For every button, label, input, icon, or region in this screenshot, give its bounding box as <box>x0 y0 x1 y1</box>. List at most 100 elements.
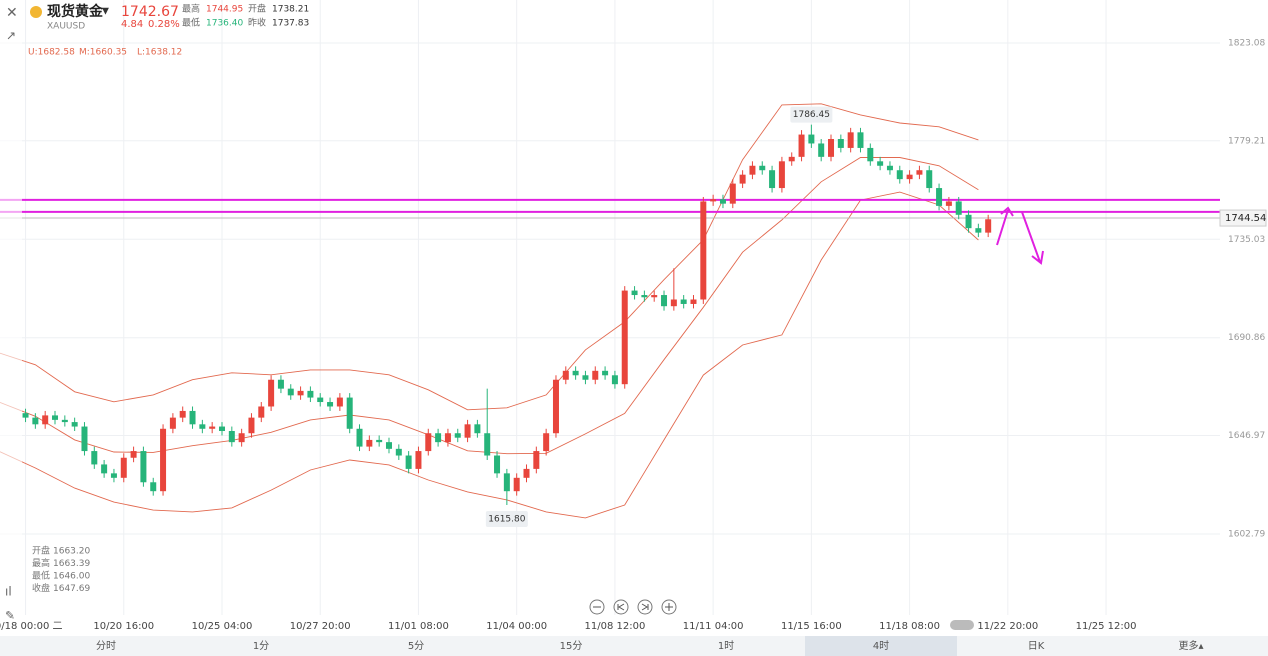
candle-body <box>91 451 98 465</box>
pen-icon[interactable]: ✎ <box>5 609 15 623</box>
candle-body <box>395 448 402 456</box>
dropdown-caret[interactable]: ▼ <box>102 7 109 17</box>
candle-body <box>169 417 176 429</box>
tab[interactable]: 日K <box>1028 641 1045 652</box>
arrow-up <box>996 206 1014 246</box>
tab[interactable]: 1时 <box>718 640 734 652</box>
candle-body <box>444 433 451 443</box>
candle-body <box>140 451 147 483</box>
candle-body <box>936 188 943 206</box>
candle-body <box>484 433 491 456</box>
extreme-label: 1786.45 <box>793 110 830 120</box>
candle-body <box>513 477 520 492</box>
y-tick-label: 1823.08 <box>1228 38 1265 48</box>
y-tick-label: 1735.03 <box>1228 235 1265 245</box>
y-tick-label: 1779.21 <box>1228 136 1265 146</box>
candle-body <box>376 439 383 443</box>
candle-body <box>788 156 795 162</box>
extreme-box <box>790 106 833 123</box>
candle-body <box>238 433 245 443</box>
x-axis: 10/18 00:00 二 10/20 16:00 10/25 04:00 10/27… <box>0 621 1136 632</box>
stat-label: 最低 <box>182 17 200 29</box>
candle-body <box>572 370 579 376</box>
candle-body <box>425 433 432 452</box>
gold-icon <box>30 6 42 18</box>
candle-body <box>818 143 825 157</box>
candle-body <box>847 132 854 148</box>
tab[interactable]: 1分 <box>253 640 269 652</box>
tab[interactable]: 4时 <box>873 640 889 652</box>
arrow-down <box>1021 211 1044 265</box>
band-legend: U:1682.58 <box>28 48 75 58</box>
candle-body <box>405 455 412 469</box>
band-legend: M:1660.35 <box>79 48 127 58</box>
candle-body <box>828 139 835 157</box>
candle-body <box>562 370 569 380</box>
candle-body <box>130 451 137 458</box>
candle-body <box>808 134 815 144</box>
left-toolbar <box>0 0 22 656</box>
candle-body <box>110 473 117 478</box>
candle-body <box>454 433 461 438</box>
x-tick-label: 10/27 20:00 <box>290 621 351 632</box>
candle-body <box>877 161 884 166</box>
candle-body <box>287 388 294 396</box>
candle-body <box>268 379 275 407</box>
candle-body <box>739 174 746 184</box>
stat-label: 开盘 <box>248 3 266 15</box>
stat-value: 1744.95 <box>206 5 243 15</box>
tab[interactable]: 15分 <box>560 640 583 652</box>
price: 1742.67 <box>121 4 179 20</box>
ohlc-value: 1663.20 <box>53 547 90 557</box>
candle-body <box>700 201 707 300</box>
x-tick-label: 10/18 00:00 二 <box>0 621 63 632</box>
candle-body <box>965 214 972 229</box>
candle-body <box>435 433 442 443</box>
candle-body <box>729 183 736 204</box>
ohlc-value: 1646.00 <box>53 572 90 582</box>
tab-bar <box>0 636 1268 656</box>
candle-body <box>101 464 108 474</box>
candle-body <box>464 424 471 438</box>
candle-body <box>277 379 284 389</box>
candle-body <box>886 165 893 171</box>
horizontal-lines <box>0 198 1220 219</box>
candle-body <box>120 457 127 478</box>
tab[interactable]: 分时 <box>96 640 116 652</box>
candle-body <box>611 375 618 385</box>
candle-body <box>150 482 157 492</box>
candle-body <box>710 199 717 202</box>
stat-label: 昨收 <box>248 17 266 29</box>
x-tick-label: 10/25 04:00 <box>192 621 253 632</box>
close-icon[interactable]: ✕ <box>6 5 18 21</box>
candle-body <box>494 455 501 474</box>
candle-body <box>199 424 206 429</box>
change: 4.84 <box>121 19 143 30</box>
x-tick-label: 11/01 08:00 <box>388 621 449 632</box>
candle-body <box>867 147 874 162</box>
candle-body <box>346 397 353 429</box>
candle-body <box>661 295 668 307</box>
extreme-label: 1615.80 <box>488 515 525 525</box>
candle-body <box>592 370 599 380</box>
tab[interactable]: 5分 <box>408 640 424 652</box>
candle-body <box>621 290 628 385</box>
x-tick-label: 11/18 08:00 <box>879 621 940 632</box>
change-pct: 0.28% <box>148 19 180 30</box>
x-tick-label: 11/22 20:00 <box>977 621 1038 632</box>
indicator-icon[interactable]: ıl <box>5 585 12 599</box>
candle-body <box>778 161 785 189</box>
candle-body <box>631 290 638 296</box>
band-lower <box>0 191 979 519</box>
draw-icon[interactable]: ↗ <box>6 29 16 43</box>
candle-body <box>759 165 766 171</box>
tab[interactable]: 更多▴ <box>1178 639 1203 652</box>
candle-body <box>336 397 343 407</box>
candle-body <box>985 219 992 233</box>
stat-value: 1736.40 <box>206 19 243 29</box>
more-dots[interactable] <box>950 620 974 630</box>
tabs: 分时 1分 5分 15分 1时 4时 日K 更多▴ <box>96 636 1204 656</box>
candle-body <box>543 433 550 452</box>
y-tick-label: 1690.86 <box>1228 333 1265 343</box>
